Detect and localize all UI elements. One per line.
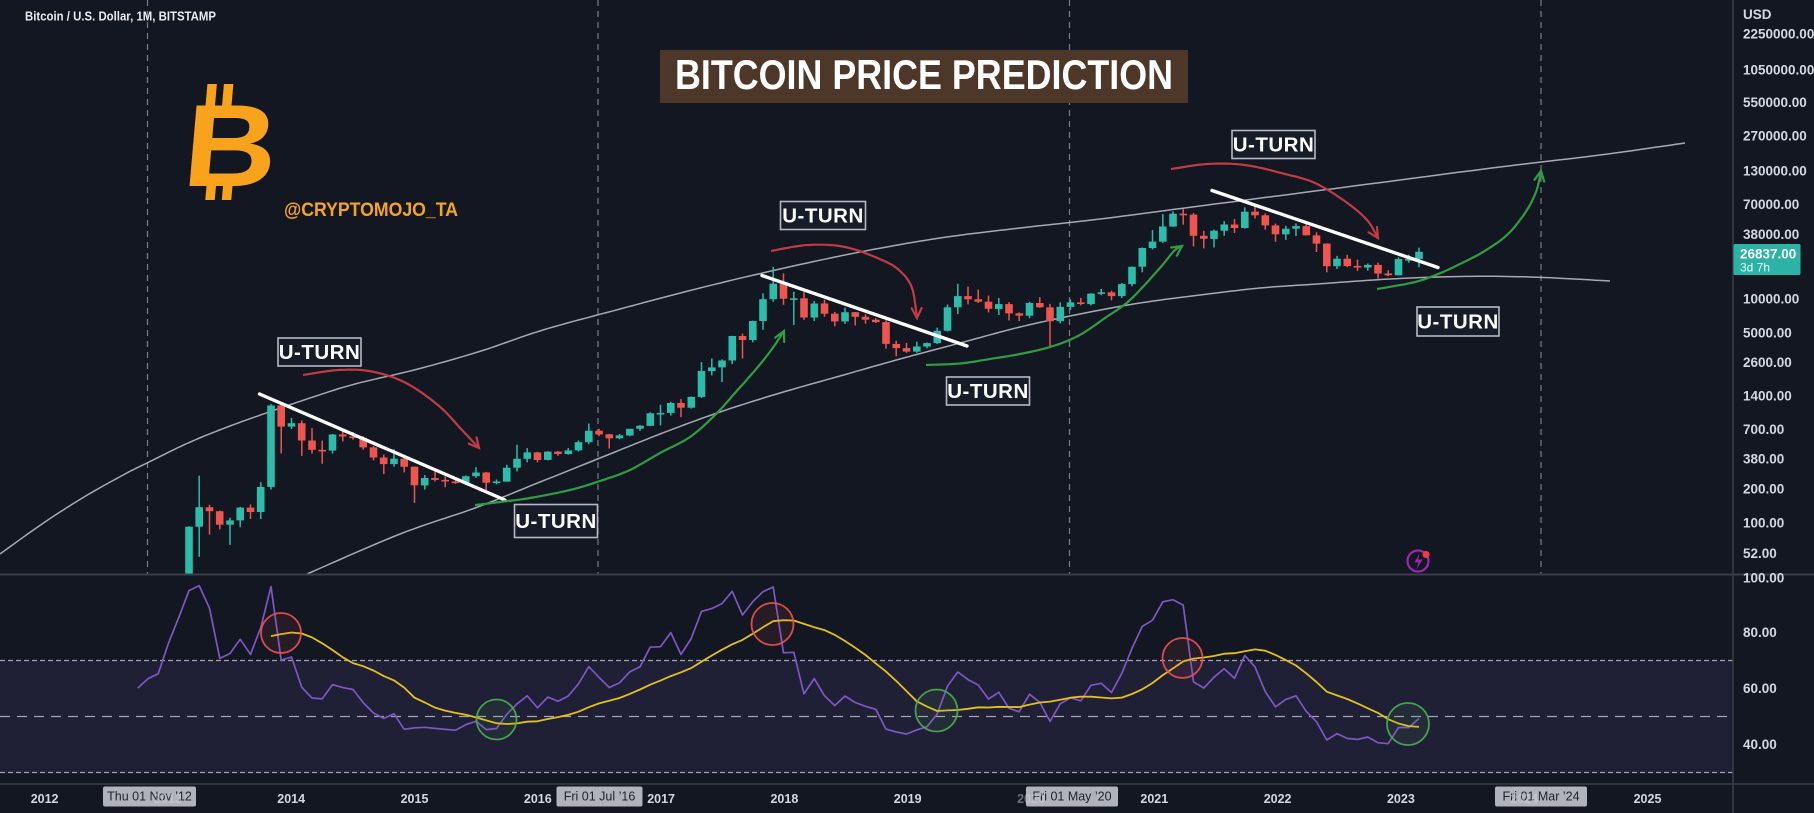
svg-text:3d 7h: 3d 7h xyxy=(1740,261,1770,275)
svg-text:U-TURN: U-TURN xyxy=(782,205,864,228)
svg-text:U-TURN: U-TURN xyxy=(279,341,361,364)
svg-text:100.00: 100.00 xyxy=(1743,516,1784,531)
svg-text:2019: 2019 xyxy=(894,792,922,806)
svg-text:700.00: 700.00 xyxy=(1743,422,1784,437)
svg-text:52.00: 52.00 xyxy=(1743,546,1777,561)
svg-text:2600.00: 2600.00 xyxy=(1743,355,1792,370)
svg-text:U-TURN: U-TURN xyxy=(1233,134,1315,157)
svg-text:2014: 2014 xyxy=(277,792,305,806)
svg-text:2023: 2023 xyxy=(1387,792,1415,806)
svg-text:Fri 01 May ’20: Fri 01 May ’20 xyxy=(1032,790,1111,804)
svg-text:2012: 2012 xyxy=(31,792,59,806)
svg-text:80.00: 80.00 xyxy=(1743,625,1777,640)
svg-text:2013: 2013 xyxy=(154,792,182,806)
svg-text:2250000.00: 2250000.00 xyxy=(1743,27,1814,42)
svg-text:U-TURN: U-TURN xyxy=(515,510,597,533)
svg-text:2022: 2022 xyxy=(1264,792,1292,806)
svg-text:1400.00: 1400.00 xyxy=(1743,388,1792,403)
svg-text:Thu 01 Nov ’12: Thu 01 Nov ’12 xyxy=(107,790,192,804)
svg-text:200.00: 200.00 xyxy=(1743,482,1784,497)
svg-text:Fri 01 Jul ’16: Fri 01 Jul ’16 xyxy=(564,790,636,804)
svg-text:5000.00: 5000.00 xyxy=(1743,325,1792,340)
svg-text:70000.00: 70000.00 xyxy=(1743,197,1799,212)
svg-text:10000.00: 10000.00 xyxy=(1743,291,1799,306)
svg-text:40.00: 40.00 xyxy=(1743,737,1777,752)
svg-text:60.00: 60.00 xyxy=(1743,681,1777,696)
svg-text:550000.00: 550000.00 xyxy=(1743,95,1807,110)
svg-text:38000.00: 38000.00 xyxy=(1743,227,1799,242)
svg-text:100.00: 100.00 xyxy=(1743,570,1784,585)
svg-text:130000.00: 130000.00 xyxy=(1743,164,1807,179)
svg-text:2015: 2015 xyxy=(401,792,429,806)
svg-text:2021: 2021 xyxy=(1140,792,1168,806)
svg-text:BITCOIN PRICE PREDICTION: BITCOIN PRICE PREDICTION xyxy=(675,51,1173,98)
svg-text:2025: 2025 xyxy=(1634,792,1662,806)
svg-text:U-TURN: U-TURN xyxy=(947,380,1029,403)
svg-text:1050000.00: 1050000.00 xyxy=(1743,63,1814,78)
svg-text:@CRYPTOMOJO_TA: @CRYPTOMOJO_TA xyxy=(284,199,458,221)
svg-text:2020: 2020 xyxy=(1017,792,1045,806)
svg-text:380.00: 380.00 xyxy=(1743,452,1784,467)
svg-text:26837.00: 26837.00 xyxy=(1740,247,1796,262)
svg-text:Fri 01 Mar ’24: Fri 01 Mar ’24 xyxy=(1502,790,1579,804)
svg-text:270000.00: 270000.00 xyxy=(1743,129,1807,144)
svg-text:2018: 2018 xyxy=(770,792,798,806)
svg-text:2024: 2024 xyxy=(1510,792,1538,806)
svg-text:USD: USD xyxy=(1743,7,1772,22)
svg-text:2016: 2016 xyxy=(524,792,552,806)
svg-text:U-TURN: U-TURN xyxy=(1417,311,1499,334)
svg-text:2017: 2017 xyxy=(647,792,675,806)
svg-text:Bitcoin / U.S. Dollar, 1M, BIT: Bitcoin / U.S. Dollar, 1M, BITSTAMP xyxy=(25,9,216,24)
